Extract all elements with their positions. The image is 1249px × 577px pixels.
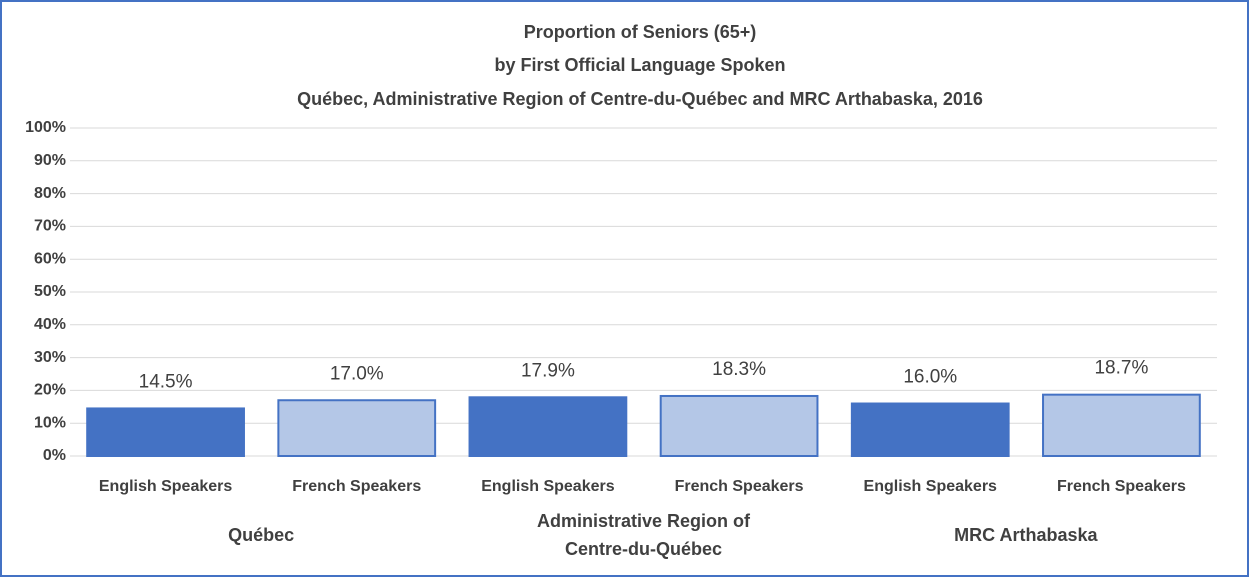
x-tick-label: English Speakers [864, 478, 997, 495]
y-tick-label: 50% [34, 283, 66, 300]
y-tick-label: 80% [34, 185, 66, 202]
y-tick-label: 30% [34, 349, 66, 366]
x-tick-label: French Speakers [675, 478, 804, 495]
x-tick-label: English Speakers [99, 478, 232, 495]
y-tick-label: 90% [34, 152, 66, 169]
y-tick-label: 100% [25, 119, 66, 136]
y-tick-label: 20% [34, 382, 66, 399]
data-label: 18.7% [1094, 358, 1148, 379]
bar [468, 396, 628, 457]
x-tick-label: French Speakers [1057, 478, 1186, 495]
data-label: 17.9% [521, 360, 575, 381]
group-label: MRC Arthabaska [954, 525, 1098, 545]
y-tick-label: 10% [34, 414, 66, 431]
data-label: 18.3% [712, 359, 766, 380]
y-tick-label: 40% [34, 316, 66, 333]
bar [659, 394, 819, 458]
chart-title: Proportion of Seniors (65+) [524, 22, 757, 42]
bar [850, 402, 1010, 457]
chart-title: by First Official Language Spoken [494, 55, 785, 75]
data-label: 16.0% [903, 367, 957, 388]
bar [86, 407, 245, 458]
data-label: 14.5% [139, 371, 193, 392]
data-label: 17.0% [330, 363, 384, 384]
bar [277, 399, 437, 457]
y-tick-label: 0% [43, 447, 66, 464]
y-tick-label: 60% [34, 250, 66, 267]
group-label: Centre-du-Québec [565, 539, 722, 559]
x-tick-label: English Speakers [481, 478, 614, 495]
group-label: Administrative Region of [537, 511, 751, 531]
bar [1042, 393, 1201, 457]
chart-title: Québec, Administrative Region of Centre-… [297, 89, 983, 109]
y-tick-label: 70% [34, 218, 66, 235]
x-tick-label: French Speakers [292, 478, 421, 495]
group-label: Québec [228, 525, 294, 545]
